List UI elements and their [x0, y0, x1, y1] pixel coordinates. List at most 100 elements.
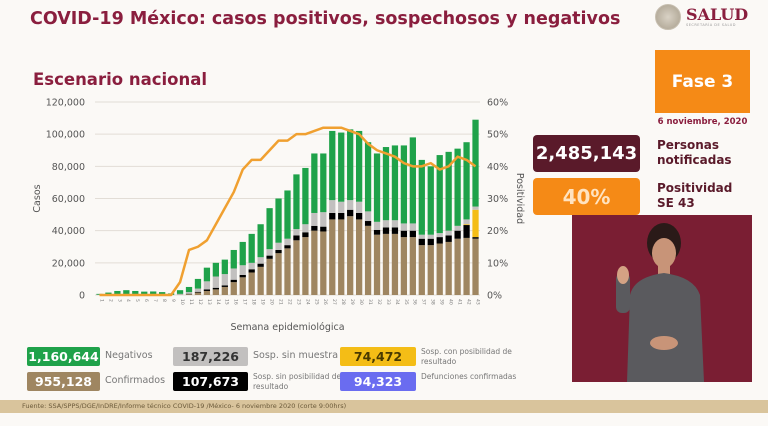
y2-tick-label: 40% — [487, 162, 508, 173]
bar-negativos — [203, 267, 211, 282]
bar-confirmados — [311, 230, 318, 295]
bar-negativos — [472, 119, 479, 207]
bar-sosp-sin-muestra — [364, 211, 372, 222]
bar-sosp-sin-posibilidad-de-resultado — [355, 212, 363, 220]
x-tick-label: 38 — [430, 299, 436, 305]
bar-sosp-sin-posibilidad-de-resultado — [364, 221, 372, 226]
bar-confirmados — [338, 219, 345, 295]
bar-negativos — [194, 278, 202, 289]
bar-negativos — [463, 142, 470, 220]
x-tick-label: 2 — [107, 299, 113, 302]
x-tick-label: 22 — [286, 299, 292, 305]
x-tick-label: 8 — [161, 299, 167, 302]
bar-sosp-sin-muestra — [391, 220, 399, 228]
bar-negativos — [275, 198, 282, 243]
bar-sosp-sin-muestra — [347, 200, 354, 210]
legend-label: Sosp. sin muestra — [253, 350, 339, 361]
bar-negativos — [230, 249, 237, 269]
bar-negativos — [123, 290, 130, 295]
label-line: Positividad — [657, 181, 733, 195]
bar-negativos — [364, 142, 372, 212]
bar-sosp-sin-posibilidad-de-resultado — [239, 274, 246, 278]
bar-sosp-sin-posibilidad-de-resultado — [454, 230, 461, 239]
bar-confirmados — [230, 282, 237, 295]
legend-value: 955,128 — [27, 372, 100, 391]
personas-notificadas-value: 2,485,143 — [533, 135, 640, 172]
y-tick-label: 120,000 — [46, 98, 85, 109]
bar-negativos — [257, 224, 264, 258]
logo-text: SALUD — [686, 5, 749, 24]
bar-sosp-sin-muestra — [355, 201, 363, 213]
bar-sosp-sin-muestra — [266, 249, 273, 256]
bar-confirmados — [293, 240, 300, 295]
label-line: Personas — [657, 138, 720, 152]
y-tick-label: 100,000 — [46, 130, 85, 141]
x-tick-label: 42 — [465, 299, 471, 305]
bar-confirmados — [284, 248, 291, 295]
bar-confirmados — [472, 238, 479, 295]
personas-notificadas-label: Personas notificadas — [657, 138, 732, 168]
bar-sosp-sin-muestra — [194, 288, 202, 292]
bar-sosp-sin-posibilidad-de-resultado — [284, 245, 291, 249]
legend-value: 187,226 — [173, 347, 248, 366]
legend-value: 107,673 — [173, 372, 248, 391]
bar-confirmados — [427, 245, 434, 295]
bar-sosp-sin-muestra — [400, 223, 408, 231]
bar-negativos — [391, 145, 399, 221]
bar-sosp-sin-posibilidad-de-resultado — [382, 227, 390, 234]
bar-negativos — [400, 145, 408, 224]
x-tick-label: 30 — [358, 299, 364, 305]
bar-sosp-sin-posibilidad-de-resultado — [373, 229, 381, 235]
bar-confirmados — [436, 243, 443, 295]
bar-sosp-sin-muestra — [427, 234, 434, 239]
cases-chart: 0 0% 20,000 10% 40,000 20% 60,000 30% 80,000 40% 1… — [32, 98, 525, 334]
bar-confirmados — [257, 266, 264, 295]
legend-value: 94,323 — [340, 372, 416, 391]
bar-confirmados — [347, 216, 354, 295]
x-tick-label: 24 — [304, 299, 310, 305]
bar-sosp-sin-muestra — [338, 201, 345, 213]
bar-sosp-sin-muestra — [472, 206, 479, 210]
x-tick-label: 3 — [116, 299, 122, 302]
bar-confirmados — [203, 290, 211, 295]
bar-confirmados — [266, 258, 273, 295]
bar-confirmados — [418, 245, 425, 295]
bar-confirmados — [275, 253, 282, 295]
y2-tick-label: 60% — [487, 98, 508, 109]
bar-sosp-sin-posibilidad-de-resultado — [427, 238, 434, 246]
source-text: Fuente: SSA/SPPS/DGE/InDRE/Informe técni… — [22, 402, 347, 410]
bar-sosp-sin-muestra — [373, 221, 381, 230]
bar-confirmados — [382, 233, 390, 295]
bar-sosp-sin-muestra — [221, 274, 228, 286]
x-tick-label: 23 — [295, 299, 301, 305]
bar-confirmados — [373, 234, 381, 295]
bar-sosp-con-posibilidad-de-resultado — [472, 209, 479, 238]
x-tick-label: 13 — [206, 299, 212, 305]
bar-confirmados — [212, 289, 220, 295]
x-tick-label: 18 — [251, 299, 257, 305]
x-tick-label: 43 — [474, 299, 480, 305]
bar-confirmados — [391, 233, 399, 295]
bar-sosp-sin-posibilidad-de-resultado — [221, 285, 228, 287]
y2-tick-label: 30% — [487, 194, 508, 205]
x-tick-label: 17 — [242, 299, 248, 305]
bar-negativos — [338, 132, 345, 202]
bar-negativos — [454, 148, 461, 226]
bar-negativos — [248, 233, 255, 263]
bar-confirmados — [445, 241, 452, 295]
x-tick-label: 14 — [215, 299, 221, 305]
bar-sosp-sin-posibilidad-de-resultado — [472, 237, 479, 239]
logo-subtext: SECRETARÍA DE SALUD — [686, 23, 736, 27]
bar-confirmados — [454, 238, 461, 295]
y-tick-label: 20,000 — [52, 258, 85, 269]
bar-sosp-sin-posibilidad-de-resultado — [275, 249, 282, 254]
bar-confirmados — [400, 237, 408, 295]
seal-icon — [655, 4, 681, 30]
bar-sosp-sin-posibilidad-de-resultado — [266, 255, 273, 259]
bar-sosp-sin-muestra — [418, 234, 425, 239]
bar-confirmados — [320, 231, 327, 295]
x-tick-label: 16 — [233, 299, 239, 305]
bar-sosp-sin-posibilidad-de-resultado — [320, 226, 327, 232]
bar-confirmados — [185, 294, 193, 295]
bar-sosp-sin-posibilidad-de-resultado — [409, 230, 416, 238]
